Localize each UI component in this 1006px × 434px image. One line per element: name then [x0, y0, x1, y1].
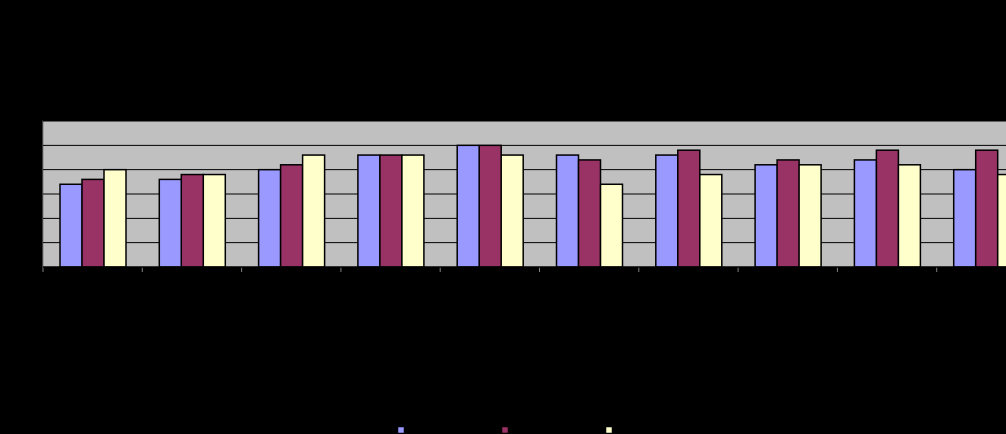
bar	[357, 154, 381, 268]
bar	[500, 154, 524, 268]
bar	[853, 159, 878, 268]
bar	[180, 173, 205, 268]
bar	[301, 154, 326, 268]
bar	[202, 173, 227, 268]
bar	[974, 149, 999, 268]
bar	[798, 164, 822, 268]
bar	[103, 168, 127, 268]
bar	[897, 164, 922, 268]
bar	[599, 183, 624, 268]
legend-marker	[605, 426, 613, 434]
bar	[699, 173, 723, 268]
bar	[776, 159, 800, 268]
bar	[478, 144, 502, 268]
bar	[555, 154, 580, 268]
bar	[677, 149, 701, 268]
bar	[401, 154, 425, 268]
bar	[158, 178, 183, 268]
legend-marker	[501, 426, 509, 434]
bar	[279, 164, 304, 268]
bar	[456, 144, 480, 268]
bar	[754, 164, 778, 268]
bar	[996, 173, 1006, 268]
bar	[952, 168, 977, 268]
bar	[257, 168, 282, 268]
bar	[655, 154, 679, 268]
bar	[81, 178, 105, 268]
bar	[875, 149, 900, 268]
legend-marker	[397, 426, 405, 434]
bar	[577, 159, 602, 268]
bar	[379, 154, 403, 268]
bar	[59, 183, 83, 268]
